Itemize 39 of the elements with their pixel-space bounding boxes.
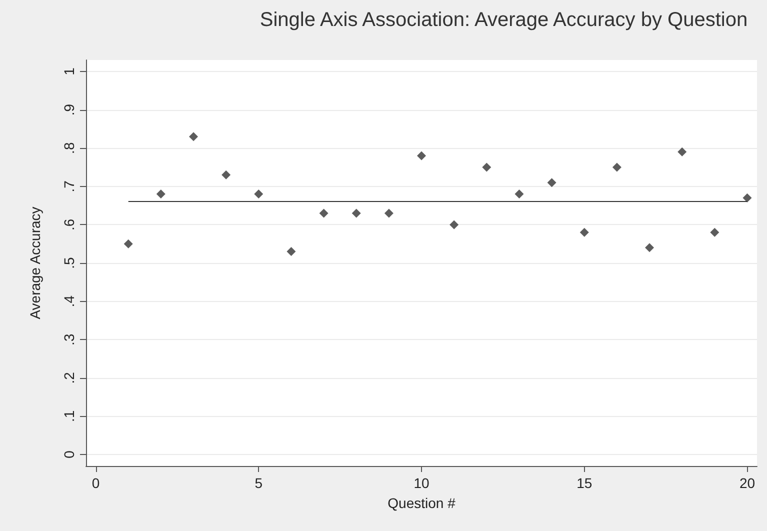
point xyxy=(188,132,198,142)
point xyxy=(352,208,361,218)
point xyxy=(580,228,589,237)
point xyxy=(156,190,166,199)
x-tick-label: 10 xyxy=(414,475,430,491)
point xyxy=(124,239,133,248)
y-tick-label: .9 xyxy=(61,104,77,116)
y-tick-label: .2 xyxy=(61,372,77,384)
point xyxy=(319,208,328,218)
y-tick-label: .6 xyxy=(61,218,77,231)
point xyxy=(645,243,654,252)
x-tick-label: 15 xyxy=(576,475,592,491)
point xyxy=(612,162,622,172)
point xyxy=(384,208,394,218)
point xyxy=(710,228,720,237)
y-tick-label: .5 xyxy=(61,256,77,269)
y-tick-label: .1 xyxy=(61,410,77,422)
x-axis-title: Question # xyxy=(388,495,456,511)
point xyxy=(514,190,524,199)
chart-title: Single Axis Association: Average Accuracy by Question xyxy=(260,9,748,31)
point xyxy=(742,193,752,202)
x-tick-label: 20 xyxy=(739,475,756,491)
x-tick-label: 0 xyxy=(92,475,100,491)
x-tick-label: 5 xyxy=(254,475,263,491)
point xyxy=(222,170,231,180)
point xyxy=(450,220,459,230)
point xyxy=(678,147,687,156)
y-tick-label: .4 xyxy=(61,295,77,308)
y-axis-title: Average Accuracy xyxy=(27,206,43,320)
y-tick-label: .7 xyxy=(61,180,77,192)
y-tick-label: 0 xyxy=(61,450,77,458)
point xyxy=(482,162,492,172)
point xyxy=(547,178,556,188)
y-tick-label: 1 xyxy=(61,67,77,76)
point xyxy=(254,190,264,199)
y-tick-label: .3 xyxy=(61,334,77,346)
y-tick-label: .8 xyxy=(61,142,77,154)
point xyxy=(417,151,426,160)
point xyxy=(286,247,296,256)
